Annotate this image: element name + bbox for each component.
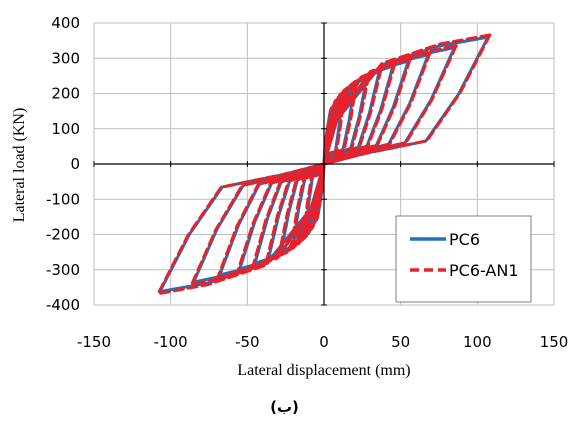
y-axis-label: Lateral load (KN) (11, 108, 28, 223)
y-tick-label: -100 (46, 190, 80, 208)
y-tick-label: -400 (46, 296, 80, 314)
y-tick-label: 300 (51, 49, 80, 67)
axes (93, 22, 555, 306)
pc6-an1-loop-9 (156, 33, 492, 296)
pc6-an1-loop-8 (190, 44, 458, 286)
x-tick-label: 100 (463, 333, 492, 351)
x-axis-label: Lateral displacement (mm) (237, 362, 410, 379)
y-tick-label: 100 (51, 120, 80, 138)
y-tick-label: -200 (46, 226, 80, 244)
x-tick-label: -50 (235, 333, 260, 351)
figure-caption: (ب) (270, 398, 299, 416)
x-tick-label: 150 (540, 333, 569, 351)
tick-labels: -150 -100 -50 0 50 100 150 400 300 200 100 0 -100 -20… (46, 14, 568, 351)
x-tick-label: -100 (154, 333, 188, 351)
x-tick-label: -150 (77, 333, 111, 351)
y-tick-label: 0 (70, 155, 80, 173)
y-tick-label: 200 (51, 85, 80, 103)
series-layer (156, 33, 492, 296)
legend-label-pc6: PC6 (449, 230, 480, 249)
y-tick-label: -300 (46, 261, 80, 279)
legend: PC6 PC6-AN1 (395, 215, 532, 303)
y-tick-label: 400 (51, 14, 80, 32)
legend-label-pc6-an1: PC6-AN1 (449, 261, 519, 280)
legend-box (395, 215, 532, 303)
x-tick-label: 50 (391, 333, 410, 351)
x-tick-label: 0 (319, 333, 329, 351)
